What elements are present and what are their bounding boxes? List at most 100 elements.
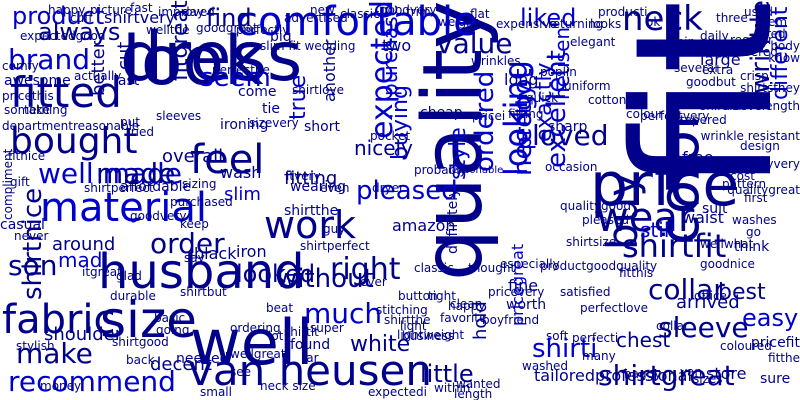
- word: fitted: [10, 68, 122, 117]
- word: long: [504, 70, 539, 89]
- word: even: [320, 181, 350, 195]
- word: item: [760, 15, 788, 29]
- word: lightweight: [397, 328, 465, 342]
- word: looked: [236, 260, 316, 288]
- word: work: [264, 203, 356, 247]
- word: goodvery: [380, 3, 437, 17]
- word: length: [454, 387, 493, 400]
- word: fast: [130, 1, 153, 15]
- word: affordable: [120, 179, 192, 195]
- word: basic: [154, 311, 186, 325]
- word: qualityvery: [732, 157, 800, 171]
- word: shirtit: [284, 325, 319, 339]
- word: going: [156, 323, 190, 337]
- word: tried: [126, 125, 154, 139]
- word: especially: [500, 257, 560, 271]
- word: mad: [58, 248, 103, 272]
- word: day: [182, 5, 205, 19]
- word: washed: [522, 359, 569, 373]
- word: worth: [506, 297, 547, 313]
- word: order: [150, 227, 225, 260]
- word: thin: [672, 35, 696, 49]
- word: itvery: [286, 169, 321, 183]
- word: ok: [646, 15, 661, 29]
- word: slim fit wedding: [260, 39, 356, 53]
- word: wrinkle resistant: [700, 129, 800, 143]
- word: size: [100, 291, 197, 349]
- word: son: [8, 249, 58, 282]
- word: cotton: [588, 93, 627, 107]
- word: decent: [150, 354, 212, 375]
- word: classic: [340, 7, 380, 21]
- word: ironing: [220, 117, 269, 133]
- word: classic: [414, 261, 454, 275]
- word: comfy: [2, 59, 39, 73]
- word: perfectlove: [580, 301, 649, 315]
- word: collar: [656, 319, 689, 333]
- word: cuff: [70, 11, 93, 25]
- word: around: [52, 234, 116, 255]
- word: pricethis: [2, 89, 54, 103]
- word: make: [16, 337, 93, 370]
- word: amazon: [392, 216, 456, 235]
- word: shirtlove: [292, 83, 344, 97]
- word: pricei: [472, 109, 506, 123]
- word: happy: [448, 299, 486, 313]
- word: cut: [114, 41, 135, 70]
- word: true: [286, 74, 311, 120]
- word: producti: [598, 5, 648, 19]
- word: pattern: [722, 177, 767, 191]
- word: extra: [702, 63, 734, 77]
- word: shirtgood: [112, 335, 169, 349]
- word: tailoredprofessional: [534, 366, 692, 385]
- word: large: [700, 50, 741, 69]
- word: fine: [508, 276, 539, 295]
- word: know: [768, 51, 800, 65]
- word: many: [582, 349, 616, 363]
- word: come: [238, 84, 277, 100]
- word: back: [126, 353, 155, 367]
- word: far: [302, 351, 319, 365]
- word: dryer: [372, 181, 404, 195]
- word: right: [330, 252, 401, 287]
- word: collar: [648, 273, 725, 306]
- word: sharp: [548, 119, 588, 135]
- word: quick: [526, 91, 559, 105]
- word: find: [206, 4, 252, 32]
- word: sizevery: [249, 116, 299, 130]
- word: pricevery: [488, 285, 545, 299]
- word: look: [122, 22, 264, 101]
- word: shirtgreat: [598, 359, 735, 392]
- word: bought: [10, 121, 138, 162]
- word: shirtsize: [566, 235, 617, 249]
- word: within: [434, 381, 471, 395]
- word: red: [766, 27, 786, 41]
- word: well: [190, 306, 314, 379]
- word: wellgreat: [230, 347, 286, 361]
- word: shirtbut: [180, 285, 227, 299]
- word: clean: [450, 297, 483, 311]
- word: recommend: [8, 365, 176, 398]
- word: shirtvery: [104, 8, 176, 27]
- word: two: [382, 36, 412, 55]
- word: several: [674, 61, 718, 75]
- word: improved: [158, 5, 215, 19]
- word: see: [230, 365, 252, 379]
- word: sleeve: [658, 311, 749, 344]
- word: pleased: [356, 176, 458, 206]
- word: nicely: [354, 136, 413, 160]
- word: cost: [730, 169, 755, 183]
- word: tie: [262, 101, 280, 117]
- word: poplin: [540, 65, 577, 79]
- word: keep: [180, 217, 209, 231]
- word: returning: [548, 17, 604, 31]
- word: small: [200, 385, 232, 399]
- word: colour: [626, 107, 664, 121]
- word: value: [436, 27, 513, 60]
- word: delivered: [722, 45, 778, 59]
- word: van: [680, 365, 703, 379]
- word: glad: [116, 269, 142, 283]
- word: itgreat: [82, 265, 122, 279]
- word: big: [270, 29, 292, 45]
- word: comfortable: [236, 0, 478, 45]
